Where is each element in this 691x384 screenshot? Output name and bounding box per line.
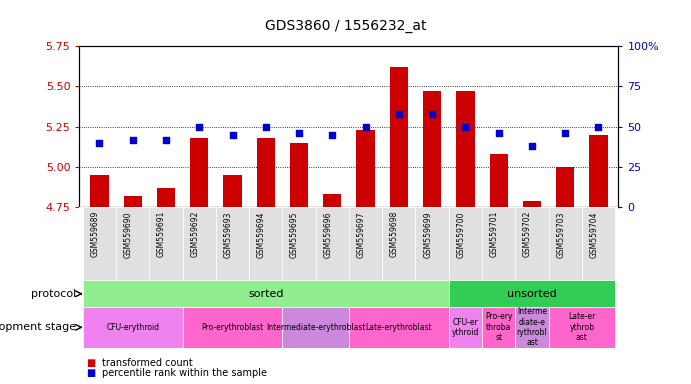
Text: Interme
diate-e
rythrobl
ast: Interme diate-e rythrobl ast xyxy=(517,307,547,348)
Bar xyxy=(290,143,308,207)
FancyBboxPatch shape xyxy=(482,307,515,348)
Point xyxy=(261,124,272,130)
Bar xyxy=(190,138,209,207)
Text: GSM559698: GSM559698 xyxy=(390,211,399,257)
Bar xyxy=(91,175,108,207)
Point xyxy=(227,132,238,138)
Bar xyxy=(357,130,375,207)
FancyBboxPatch shape xyxy=(382,207,415,280)
Bar xyxy=(390,67,408,207)
FancyBboxPatch shape xyxy=(83,280,448,307)
Text: sorted: sorted xyxy=(248,289,283,299)
Bar xyxy=(323,194,341,207)
Point xyxy=(493,130,504,136)
Point xyxy=(393,111,404,117)
Text: GSM559702: GSM559702 xyxy=(523,211,532,257)
FancyBboxPatch shape xyxy=(549,307,615,348)
Bar xyxy=(456,91,475,207)
Text: Late-er
ythrob
ast: Late-er ythrob ast xyxy=(568,313,596,342)
Point xyxy=(160,137,171,143)
Text: GSM559697: GSM559697 xyxy=(357,211,366,258)
Bar xyxy=(124,196,142,207)
FancyBboxPatch shape xyxy=(83,207,116,280)
Text: GSM559701: GSM559701 xyxy=(490,211,499,257)
Text: CFU-er
ythroid: CFU-er ythroid xyxy=(452,318,479,337)
Text: GSM559690: GSM559690 xyxy=(124,211,133,258)
Text: GSM559695: GSM559695 xyxy=(290,211,299,258)
Point xyxy=(593,124,604,130)
Text: GSM559691: GSM559691 xyxy=(157,211,166,257)
Text: GSM559694: GSM559694 xyxy=(257,211,266,258)
Text: GSM559693: GSM559693 xyxy=(223,211,232,258)
Text: Pro-ery
throba
st: Pro-ery throba st xyxy=(485,313,513,342)
FancyBboxPatch shape xyxy=(283,307,349,348)
Text: Intermediate-erythroblast: Intermediate-erythroblast xyxy=(266,323,366,332)
Text: Late-erythroblast: Late-erythroblast xyxy=(366,323,432,332)
FancyBboxPatch shape xyxy=(415,207,448,280)
FancyBboxPatch shape xyxy=(116,207,149,280)
Text: ■: ■ xyxy=(86,358,95,368)
Text: percentile rank within the sample: percentile rank within the sample xyxy=(102,368,267,378)
Bar xyxy=(556,167,574,207)
FancyBboxPatch shape xyxy=(349,307,448,348)
Bar xyxy=(589,135,607,207)
Bar xyxy=(423,91,442,207)
Text: transformed count: transformed count xyxy=(102,358,193,368)
FancyBboxPatch shape xyxy=(482,207,515,280)
Point xyxy=(560,130,571,136)
Bar xyxy=(223,175,242,207)
Text: CFU-erythroid: CFU-erythroid xyxy=(106,323,159,332)
Point xyxy=(460,124,471,130)
Point xyxy=(193,124,205,130)
Point xyxy=(127,137,138,143)
Text: GDS3860 / 1556232_at: GDS3860 / 1556232_at xyxy=(265,19,426,33)
Bar xyxy=(256,138,275,207)
Bar xyxy=(523,201,541,207)
FancyBboxPatch shape xyxy=(182,307,283,348)
FancyBboxPatch shape xyxy=(316,207,349,280)
Text: ■: ■ xyxy=(86,368,95,378)
Point xyxy=(527,143,538,149)
Point xyxy=(94,140,105,146)
FancyBboxPatch shape xyxy=(549,207,582,280)
Text: GSM559692: GSM559692 xyxy=(190,211,199,257)
Text: Pro-erythroblast: Pro-erythroblast xyxy=(201,323,264,332)
Text: GSM559689: GSM559689 xyxy=(91,211,100,257)
FancyBboxPatch shape xyxy=(83,307,182,348)
Text: development stage: development stage xyxy=(0,322,76,333)
FancyBboxPatch shape xyxy=(582,207,615,280)
FancyBboxPatch shape xyxy=(216,207,249,280)
Text: unsorted: unsorted xyxy=(507,289,557,299)
Text: GSM559696: GSM559696 xyxy=(323,211,332,258)
FancyBboxPatch shape xyxy=(149,207,182,280)
FancyBboxPatch shape xyxy=(249,207,283,280)
Text: GSM559700: GSM559700 xyxy=(456,211,466,258)
FancyBboxPatch shape xyxy=(448,307,482,348)
Point xyxy=(294,130,305,136)
Bar xyxy=(489,154,508,207)
Point xyxy=(426,111,437,117)
Text: GSM559704: GSM559704 xyxy=(589,211,598,258)
Point xyxy=(327,132,338,138)
FancyBboxPatch shape xyxy=(515,307,549,348)
Point xyxy=(360,124,371,130)
Text: GSM559699: GSM559699 xyxy=(423,211,432,258)
FancyBboxPatch shape xyxy=(515,207,549,280)
Bar xyxy=(157,188,175,207)
FancyBboxPatch shape xyxy=(182,207,216,280)
Text: GSM559703: GSM559703 xyxy=(556,211,565,258)
FancyBboxPatch shape xyxy=(283,207,316,280)
FancyBboxPatch shape xyxy=(448,207,482,280)
Text: protocol: protocol xyxy=(31,289,76,299)
FancyBboxPatch shape xyxy=(349,207,382,280)
FancyBboxPatch shape xyxy=(448,280,615,307)
